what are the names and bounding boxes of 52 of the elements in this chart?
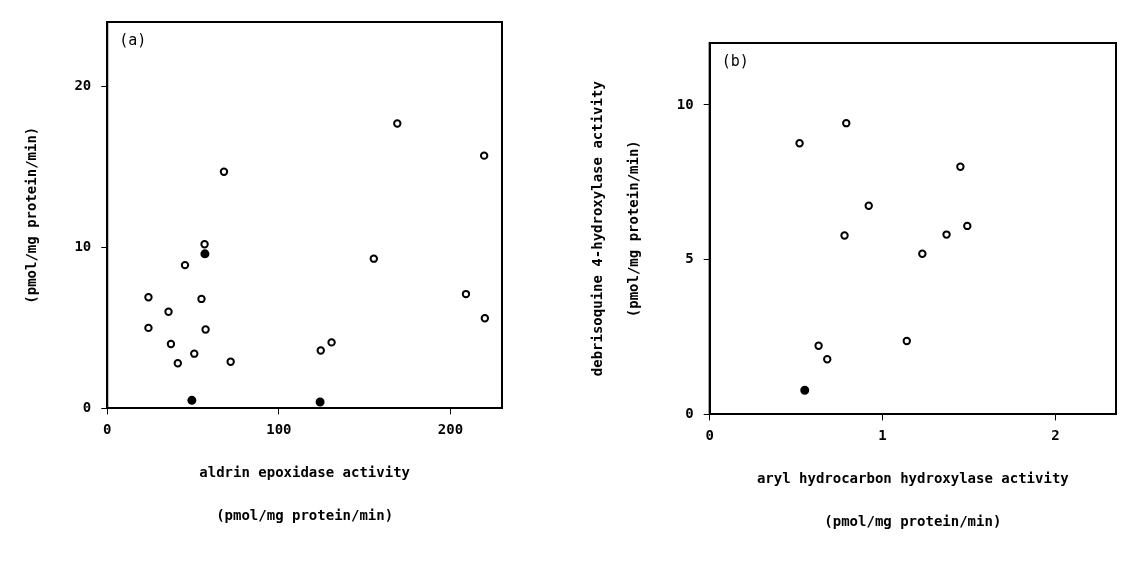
annotation: (a)	[119, 31, 147, 50]
annotation: (b)	[721, 52, 749, 71]
point	[480, 314, 490, 323]
point	[187, 395, 197, 405]
x-tick-label: 100	[266, 421, 292, 438]
point	[180, 260, 190, 270]
y-tick-label: 0	[685, 405, 694, 422]
point	[918, 249, 927, 258]
point	[315, 397, 325, 407]
y-tick-label: 0	[82, 399, 92, 416]
point	[201, 325, 210, 334]
point	[842, 118, 851, 128]
y-tick-label: 20	[74, 77, 92, 94]
text: aryl hydrocarbon hydroxylase activity (pmol/mg protein/min)	[756, 469, 1069, 529]
point	[200, 249, 210, 259]
point	[814, 341, 823, 350]
x-tick-label: 2	[1051, 427, 1060, 444]
x-tick-label: 0	[103, 421, 112, 438]
point	[461, 289, 471, 299]
point	[864, 201, 873, 210]
point	[173, 359, 182, 368]
point	[956, 162, 965, 171]
point	[902, 336, 911, 346]
text: debrisoquine 4-hydroxylase activity (pmol/mg protein/min)	[588, 81, 642, 377]
point	[327, 338, 336, 347]
x-tick-label: 200	[437, 421, 464, 438]
point	[479, 151, 489, 160]
point	[144, 323, 153, 333]
point	[393, 119, 402, 128]
point	[942, 230, 951, 239]
point	[823, 355, 832, 364]
text: aldrin epoxidase activity (pmol/mg protein/min)	[199, 463, 410, 523]
point	[840, 231, 849, 240]
point	[197, 294, 206, 304]
point	[316, 346, 325, 355]
point	[190, 349, 199, 358]
y-tick-label: 5	[685, 250, 694, 267]
x-tick-label: 0	[705, 427, 714, 444]
y-axis-title: (pmol/mg protein/min)	[22, 126, 39, 304]
point	[144, 293, 153, 302]
point	[795, 139, 804, 148]
point	[219, 167, 229, 176]
x-tick-label: 1	[878, 427, 887, 444]
point	[164, 307, 173, 316]
point	[226, 357, 235, 366]
point	[963, 221, 972, 231]
point	[369, 254, 378, 263]
point	[166, 339, 176, 349]
y-tick-label: 10	[676, 95, 694, 112]
y-tick-label: 10	[74, 238, 92, 255]
point	[800, 385, 810, 395]
point	[200, 239, 209, 249]
